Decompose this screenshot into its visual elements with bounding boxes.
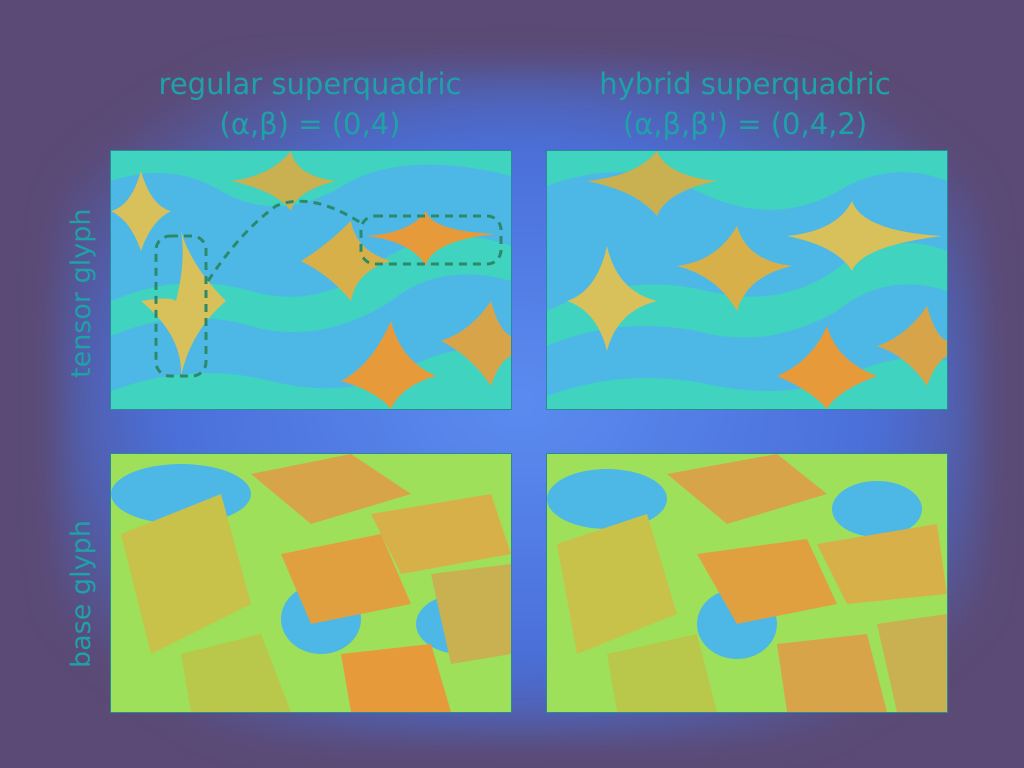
base-glyph [607,634,717,712]
superquadric-glyph [141,231,226,376]
superquadric-glyph [301,221,391,301]
base-glyph [121,494,251,654]
tensor-field-band [547,243,947,346]
column-title-hybrid: hybrid superquadric (α,β,β') = (0,4,2) [535,64,955,144]
panel-regular-base-plot [111,454,511,712]
tensor-field-band [111,348,511,409]
panel-hybrid-base-plot [547,454,947,712]
column-title-regular-params: (α,β) = (0,4) [219,107,401,141]
superquadric-glyph [567,246,657,351]
superquadric-glyph [231,151,336,211]
superquadric-glyph [341,321,436,409]
base-glyph [431,564,511,664]
superquadric-glyph [877,306,947,386]
row-label-tensor-glyph: tensor glyph [66,208,97,378]
base-field-gap [547,469,667,529]
base-glyph [281,534,411,624]
base-glyph [697,539,837,624]
panel-regular-base [110,453,512,713]
base-glyph [371,494,511,574]
column-title-hybrid-params: (α,β,β') = (0,4,2) [622,107,868,141]
base-glyph [667,454,827,524]
tensor-field-band [547,357,947,409]
callout-connector [206,199,362,282]
callout-box [359,214,503,266]
panel-hybrid-base [546,453,948,713]
column-title-regular-name: regular superquadric [158,67,462,101]
superquadric-glyph [587,151,717,216]
column-title-regular: regular superquadric (α,β) = (0,4) [100,64,520,144]
panel-hybrid-tensor [546,150,948,410]
superquadric-glyph [677,226,792,311]
superquadric-glyph [777,326,877,409]
base-glyph [251,454,411,524]
column-title-hybrid-name: hybrid superquadric [599,67,891,101]
callout-box [154,234,208,378]
base-glyph [557,514,677,654]
base-glyph [877,614,947,712]
base-glyph [341,644,451,712]
base-field-gap [832,481,922,537]
row-label-base-glyph: base glyph [66,520,97,668]
superquadric-glyph [787,201,942,271]
base-glyph [181,634,291,712]
superquadric-glyph [111,171,171,251]
base-glyph [777,634,887,712]
superquadric-glyph [441,301,511,386]
panel-regular-tensor [110,150,512,410]
panel-regular-tensor-plot [111,151,511,409]
panel-hybrid-tensor-plot [547,151,947,409]
superquadric-glyph [366,211,496,266]
base-glyph [817,524,947,604]
